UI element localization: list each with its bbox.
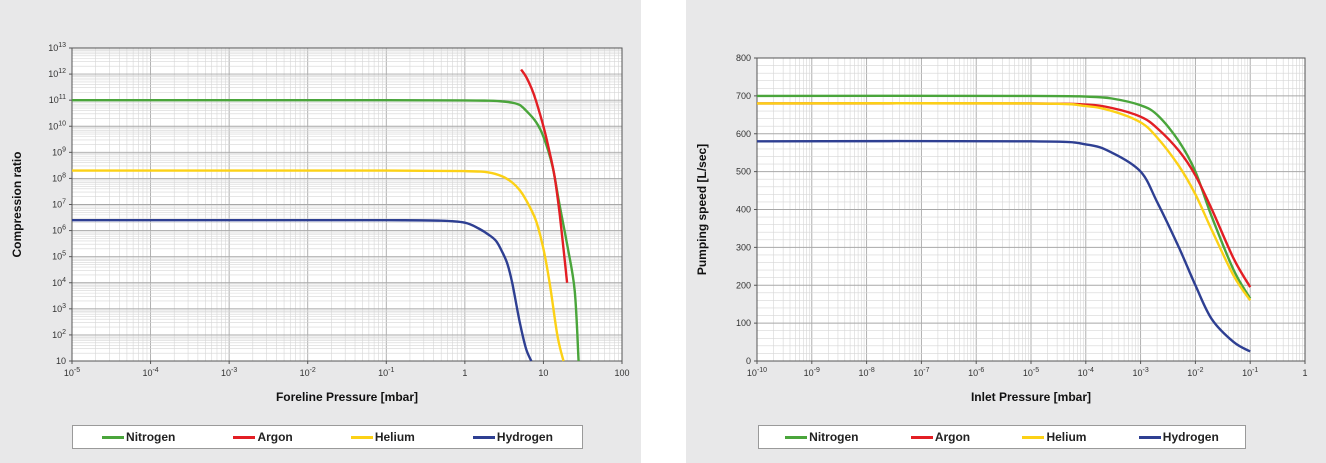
y-tick-label: 400 — [736, 205, 751, 215]
y-tick-label: 106 — [52, 225, 66, 236]
legend-item-argon: Argon — [910, 430, 971, 444]
pumping-speed-panel: 10-10 10-9 10-8 10-7 10-6 10-5 10-4 10-3 10-2 10-… — [686, 0, 1326, 463]
compression-ratio-legend: Nitrogen Argon Helium Hydrogen — [72, 425, 583, 449]
compression-ratio-chart: 10-5 10-4 10-3 10-2 10-1 1 10 100 10 102 103 104 105… — [10, 42, 630, 404]
y-tick-label: 107 — [52, 199, 66, 210]
x-tick-label: 10-1 — [1242, 367, 1258, 378]
x-tick-label: 10-3 — [221, 367, 237, 378]
x-axis-title: Inlet Pressure [mbar] — [971, 390, 1091, 404]
legend-swatch-helium — [1022, 435, 1045, 439]
legend-label-argon: Argon — [934, 430, 971, 444]
x-tick-label: 10-2 — [1187, 367, 1203, 378]
legend-swatch-hydrogen — [1138, 435, 1161, 439]
legend-item-helium: Helium — [1022, 430, 1086, 444]
compression-ratio-panel: 10-5 10-4 10-3 10-2 10-1 1 10 100 10 102 103 104 105… — [0, 0, 641, 463]
legend-label-argon: Argon — [257, 430, 293, 444]
y-tick-label: 100 — [736, 318, 751, 328]
x-tick-label: 10-9 — [804, 367, 820, 378]
x-tick-label: 10-8 — [858, 367, 874, 378]
y-axis-title: Pumping speed [L/sec] — [695, 144, 709, 275]
y-tick-label: 105 — [52, 251, 66, 262]
y-tick-label: 104 — [52, 277, 66, 288]
x-tick-label: 10-7 — [913, 367, 929, 378]
y-tick-label: 109 — [52, 146, 66, 157]
y-tick-label: 1010 — [48, 120, 66, 131]
series-line-hydrogen — [71, 218, 533, 362]
y-tick-label: 108 — [52, 172, 66, 183]
pumping-speed-chart: 10-10 10-9 10-8 10-7 10-6 10-5 10-4 10-3 10-2 10-… — [695, 53, 1308, 404]
x-tick-label: 10 — [538, 368, 548, 378]
y-tick-label: 10 — [56, 356, 66, 366]
y-tick-label: 300 — [736, 242, 751, 252]
series-line-helium — [756, 102, 1252, 302]
x-tick-label: 10-3 — [1132, 367, 1148, 378]
legend-item-hydrogen: Hydrogen — [472, 430, 553, 444]
x-tick-label: 1 — [462, 368, 467, 378]
x-tick-label: 10-6 — [968, 367, 984, 378]
y-tick-label: 1013 — [48, 42, 66, 53]
x-axis-title: Foreline Pressure [mbar] — [276, 390, 418, 404]
pumping-speed-legend: Nitrogen Argon Helium Hydrogen — [758, 425, 1246, 449]
grid — [71, 48, 622, 362]
legend-item-nitrogen: Nitrogen — [785, 430, 859, 444]
series-line-nitrogen — [756, 94, 1252, 300]
legend-item-hydrogen: Hydrogen — [1138, 430, 1219, 444]
y-tick-label: 102 — [52, 329, 66, 340]
legend-item-nitrogen: Nitrogen — [102, 430, 175, 444]
y-tick-label: 0 — [746, 356, 751, 366]
legend-label-helium: Helium — [1046, 430, 1087, 444]
y-tick-label: 200 — [736, 280, 751, 290]
legend-swatch-nitrogen — [785, 435, 808, 439]
legend-label-helium: Helium — [374, 430, 415, 444]
x-tick-label: 1 — [1302, 368, 1307, 378]
series-line-nitrogen — [72, 98, 580, 362]
y-tick-label: 800 — [736, 53, 751, 63]
x-tick-label: 10-2 — [300, 367, 316, 378]
y-axis-title: Compression ratio — [10, 151, 24, 257]
x-tick-label: 10-4 — [1078, 367, 1094, 378]
grid — [756, 57, 1305, 362]
x-tick-label: 10-5 — [1023, 367, 1039, 378]
x-tick-label: 10-4 — [142, 367, 158, 378]
legend-swatch-nitrogen — [102, 435, 125, 439]
x-tick-label: 10-10 — [747, 367, 767, 378]
y-tick-label: 700 — [736, 91, 751, 101]
legend-label-nitrogen: Nitrogen — [126, 430, 176, 444]
x-tick-label: 100 — [614, 368, 629, 378]
series-line-argon — [520, 68, 569, 283]
x-tick-label: 10-5 — [64, 367, 80, 378]
legend-label-hydrogen: Hydrogen — [1162, 430, 1219, 444]
y-tick-label: 103 — [52, 303, 66, 314]
legend-item-helium: Helium — [350, 430, 415, 444]
legend-label-hydrogen: Hydrogen — [496, 430, 553, 444]
series-line-hydrogen — [756, 139, 1251, 353]
legend-swatch-argon — [233, 435, 256, 439]
legend-swatch-helium — [350, 435, 373, 439]
legend-item-argon: Argon — [233, 430, 293, 444]
x-tick-label: 10-1 — [378, 367, 394, 378]
legend-swatch-argon — [910, 435, 933, 439]
y-tick-label: 1012 — [48, 68, 66, 79]
y-tick-label: 500 — [736, 167, 751, 177]
y-tick-label: 600 — [736, 129, 751, 139]
series-line-helium — [72, 169, 565, 362]
legend-label-nitrogen: Nitrogen — [809, 430, 859, 444]
y-tick-label: 1011 — [49, 94, 66, 105]
legend-swatch-hydrogen — [472, 435, 495, 439]
